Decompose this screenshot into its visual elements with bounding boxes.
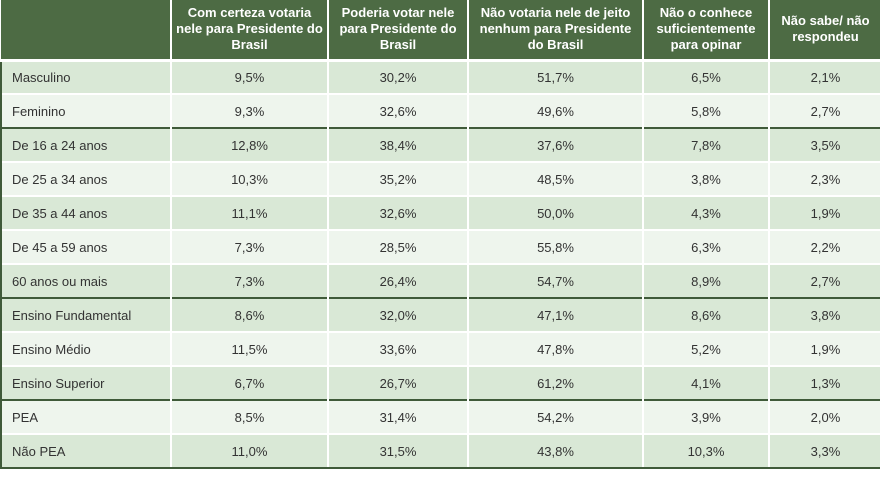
column-header: Com certeza votaria nele para Presidente…: [170, 0, 328, 62]
table-row: De 45 a 59 anos 7,3% 28,5% 55,8% 6,3% 2,2%: [0, 229, 880, 264]
value-cell: 3,3%: [768, 433, 880, 469]
value-cell: 12,8%: [170, 127, 328, 162]
value-cell: 11,1%: [170, 195, 328, 230]
value-cell: 51,7%: [467, 59, 643, 94]
table-row: Masculino 9,5% 30,2% 51,7% 6,5% 2,1%: [0, 59, 880, 94]
value-cell: 50,0%: [467, 195, 643, 230]
table-row: PEA 8,5% 31,4% 54,2% 3,9% 2,0%: [0, 399, 880, 434]
row-label: Masculino: [0, 59, 171, 94]
value-cell: 37,6%: [467, 127, 643, 162]
row-label: Feminino: [0, 93, 171, 128]
value-cell: 8,9%: [642, 263, 769, 298]
column-header: Não sabe/ não respondeu: [768, 0, 880, 62]
value-cell: 4,3%: [642, 195, 769, 230]
row-label: Não PEA: [0, 433, 171, 469]
value-cell: 9,5%: [170, 59, 328, 94]
value-cell: 2,7%: [768, 93, 880, 128]
value-cell: 55,8%: [467, 229, 643, 264]
value-cell: 10,3%: [170, 161, 328, 196]
value-cell: 47,1%: [467, 297, 643, 332]
value-cell: 3,5%: [768, 127, 880, 162]
value-cell: 5,2%: [642, 331, 769, 366]
table-body: Masculino 9,5% 30,2% 51,7% 6,5% 2,1% Feminino 9…: [0, 59, 880, 469]
value-cell: 30,2%: [327, 59, 468, 94]
value-cell: 7,3%: [170, 229, 328, 264]
value-cell: 31,5%: [327, 433, 468, 469]
value-cell: 35,2%: [327, 161, 468, 196]
column-header: Poderia votar nele para Presidente do Br…: [327, 0, 468, 62]
value-cell: 33,6%: [327, 331, 468, 366]
value-cell: 2,2%: [768, 229, 880, 264]
value-cell: 3,8%: [768, 297, 880, 332]
table-row: De 25 a 34 anos 10,3% 35,2% 48,5% 3,8% 2,3%: [0, 161, 880, 196]
value-cell: 1,9%: [768, 195, 880, 230]
header-row: Com certeza votaria nele para Presidente…: [1, 0, 880, 62]
table-row: Feminino 9,3% 32,6% 49,6% 5,8% 2,7%: [0, 93, 880, 128]
value-cell: 2,3%: [768, 161, 880, 196]
value-cell: 54,2%: [467, 399, 643, 434]
value-cell: 54,7%: [467, 263, 643, 298]
value-cell: 6,7%: [170, 365, 328, 400]
value-cell: 38,4%: [327, 127, 468, 162]
value-cell: 3,8%: [642, 161, 769, 196]
table-row: De 16 a 24 anos 12,8% 38,4% 37,6% 7,8% 3,5%: [0, 127, 880, 162]
row-label: PEA: [0, 399, 171, 434]
value-cell: 1,3%: [768, 365, 880, 400]
value-cell: 8,6%: [170, 297, 328, 332]
table-row: Ensino Fundamental 8,6% 32,0% 47,1% 8,6% 3,8%: [0, 297, 880, 332]
value-cell: 32,0%: [327, 297, 468, 332]
table-row: De 35 a 44 anos 11,1% 32,6% 50,0% 4,3% 1,9%: [0, 195, 880, 230]
value-cell: 26,4%: [327, 263, 468, 298]
value-cell: 28,5%: [327, 229, 468, 264]
value-cell: 7,3%: [170, 263, 328, 298]
column-header: Não o conhece suficientemente para opina…: [642, 0, 769, 62]
table-row: Não PEA 11,0% 31,5% 43,8% 10,3% 3,3%: [0, 433, 880, 469]
value-cell: 6,5%: [642, 59, 769, 94]
value-cell: 2,7%: [768, 263, 880, 298]
value-cell: 1,9%: [768, 331, 880, 366]
value-cell: 32,6%: [327, 195, 468, 230]
value-cell: 26,7%: [327, 365, 468, 400]
value-cell: 31,4%: [327, 399, 468, 434]
value-cell: 47,8%: [467, 331, 643, 366]
table-row: 60 anos ou mais 7,3% 26,4% 54,7% 8,9% 2,7%: [0, 263, 880, 298]
value-cell: 11,5%: [170, 331, 328, 366]
value-cell: 49,6%: [467, 93, 643, 128]
value-cell: 7,8%: [642, 127, 769, 162]
value-cell: 8,5%: [170, 399, 328, 434]
value-cell: 3,9%: [642, 399, 769, 434]
row-label: 60 anos ou mais: [0, 263, 171, 298]
value-cell: 5,8%: [642, 93, 769, 128]
row-label: De 45 a 59 anos: [0, 229, 171, 264]
value-cell: 8,6%: [642, 297, 769, 332]
survey-results-table: Com certeza votaria nele para Presidente…: [0, 0, 880, 469]
row-label: De 16 a 24 anos: [0, 127, 171, 162]
row-label: Ensino Fundamental: [0, 297, 171, 332]
table-row: Ensino Superior 6,7% 26,7% 61,2% 4,1% 1,3%: [0, 365, 880, 400]
value-cell: 43,8%: [467, 433, 643, 469]
corner-header-cell: [1, 0, 171, 62]
value-cell: 6,3%: [642, 229, 769, 264]
value-cell: 10,3%: [642, 433, 769, 469]
table-row: Ensino Médio 11,5% 33,6% 47,8% 5,2% 1,9%: [0, 331, 880, 366]
value-cell: 9,3%: [170, 93, 328, 128]
value-cell: 61,2%: [467, 365, 643, 400]
table-header: Com certeza votaria nele para Presidente…: [1, 0, 880, 62]
value-cell: 2,1%: [768, 59, 880, 94]
row-label: De 25 a 34 anos: [0, 161, 171, 196]
value-cell: 4,1%: [642, 365, 769, 400]
row-label: De 35 a 44 anos: [0, 195, 171, 230]
value-cell: 11,0%: [170, 433, 328, 469]
row-label: Ensino Superior: [0, 365, 171, 400]
value-cell: 32,6%: [327, 93, 468, 128]
column-header: Não votaria nele de jeito nenhum para Pr…: [467, 0, 643, 62]
value-cell: 2,0%: [768, 399, 880, 434]
value-cell: 48,5%: [467, 161, 643, 196]
row-label: Ensino Médio: [0, 331, 171, 366]
